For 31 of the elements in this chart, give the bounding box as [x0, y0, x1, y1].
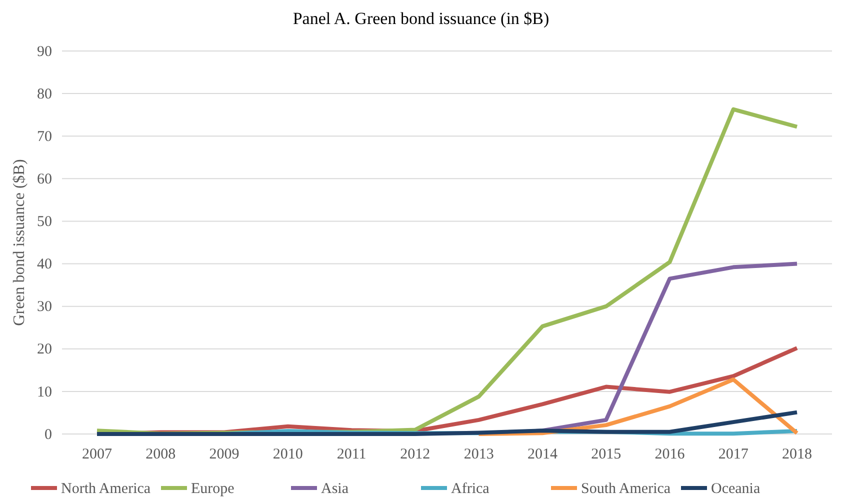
legend-label: Europe	[191, 481, 235, 497]
x-tick-label: 2009	[209, 446, 240, 463]
y-tick-label: 60	[37, 171, 52, 188]
y-tick-label: 20	[37, 342, 52, 358]
y-tick-label: 90	[37, 44, 52, 60]
legend-label: Africa	[451, 481, 490, 497]
y-axis-title: Green bond issuance ($B)	[11, 159, 28, 326]
y-tick-label: 10	[37, 384, 52, 400]
x-tick-label: 2017	[718, 446, 749, 463]
legend-label: Asia	[321, 481, 349, 497]
x-tick-label: 2011	[336, 446, 366, 463]
x-tick-label: 2013	[464, 446, 494, 463]
y-tick-label: 50	[37, 214, 52, 230]
x-tick-label: 2016	[654, 446, 686, 463]
legend-label: North America	[61, 481, 151, 497]
y-tick-label: 70	[37, 128, 52, 145]
x-tick-label: 2012	[400, 446, 430, 463]
y-tick-label: 80	[37, 86, 52, 102]
x-tick-label: 2018	[782, 446, 812, 463]
y-tick-label: 40	[37, 256, 52, 273]
y-tick-label: 30	[37, 299, 52, 316]
x-tick-label: 2007	[82, 446, 112, 463]
x-tick-label: 2008	[146, 446, 176, 463]
chart-title: Panel A. Green bond issuance (in $B)	[292, 9, 550, 28]
line-series	[95, 410, 799, 436]
legend-label: Oceania	[711, 481, 760, 497]
x-tick-label: 2015	[591, 446, 622, 463]
x-tick-label: 2014	[527, 446, 558, 463]
legend-label: South America	[581, 481, 671, 497]
y-tick-label: 0	[44, 426, 52, 443]
x-tick-label: 2010	[272, 446, 303, 463]
